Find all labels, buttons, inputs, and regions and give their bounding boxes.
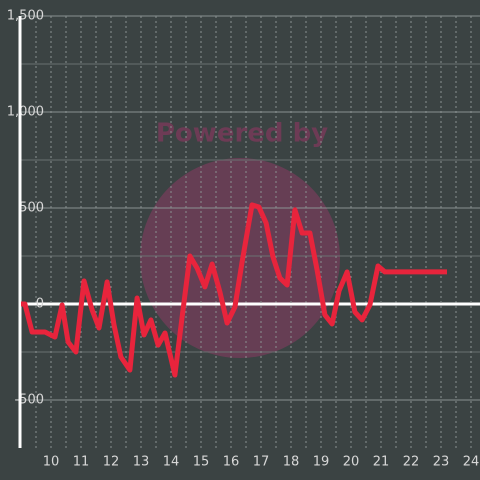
x-tick-label: 15 — [193, 455, 210, 470]
x-tick-label: 19 — [313, 455, 330, 470]
x-tick-label: 23 — [433, 455, 450, 470]
x-tick-label: 10 — [43, 455, 60, 470]
x-tick-label: 20 — [343, 455, 360, 470]
x-tick-label: 11 — [73, 455, 90, 470]
x-tick-label: 12 — [103, 455, 120, 470]
y-tick-label: 0 — [36, 297, 44, 312]
x-tick-label: 18 — [283, 455, 300, 470]
x-tick-label: 17 — [253, 455, 270, 470]
x-tick-label: 22 — [403, 455, 420, 470]
line — [21, 202, 447, 378]
watermark: Powered by — [156, 119, 328, 149]
x-tick-label: 14 — [163, 455, 180, 470]
y-tick-label: -500 — [14, 393, 44, 408]
x-tick-label: 13 — [133, 455, 150, 470]
y-tick-label: 1,000 — [7, 105, 44, 120]
watermark-logo — [140, 158, 340, 358]
y-tick-label: 500 — [19, 201, 44, 216]
x-tick-label: 21 — [373, 455, 390, 470]
x-tick-label: 16 — [223, 455, 240, 470]
x-tick-label: 24 — [463, 455, 480, 470]
y-tick-label: 1,500 — [7, 9, 44, 24]
